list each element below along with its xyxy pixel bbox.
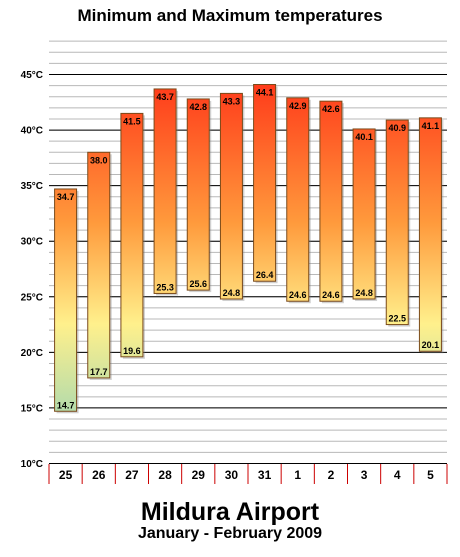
x-tick-label: 28 — [158, 468, 172, 482]
max-value-label: 41.5 — [123, 116, 141, 126]
x-tick-label: 29 — [192, 468, 206, 482]
min-value-label: 25.6 — [189, 279, 207, 289]
temperature-bar-group: 43.7 25.3 — [153, 88, 179, 296]
min-value-label: 24.6 — [322, 290, 340, 300]
temperature-range-bar — [319, 100, 343, 302]
temperature-range-bar — [153, 88, 177, 294]
min-value-label: 26.4 — [256, 270, 274, 280]
max-value-label: 43.7 — [156, 92, 174, 102]
max-value-label: 42.8 — [189, 102, 207, 112]
temperature-bar-group: 42.8 25.6 — [186, 98, 212, 293]
temperature-bar-group: 40.1 24.8 — [352, 128, 378, 302]
temperature-bars: 34.7 14.7 38.0 17.7 41.5 19.6 43.7 25.3 42.8 25.6… — [54, 84, 444, 414]
temperature-bar-group: 42.6 24.6 — [319, 100, 344, 304]
y-tick-label: 25°C — [21, 292, 43, 303]
chart-title: Minimum and Maximum temperatures — [77, 6, 383, 25]
temperature-bar-group: 40.9 22.5 — [385, 119, 411, 327]
min-value-label: 17.7 — [90, 367, 108, 377]
min-value-label: 24.6 — [289, 290, 307, 300]
x-tick-label: 5 — [427, 468, 434, 482]
temperature-bar-group: 44.1 26.4 — [253, 84, 278, 284]
temperature-range-bar — [385, 119, 409, 326]
x-tick-label: 3 — [361, 468, 368, 482]
temperature-range-bar — [54, 188, 78, 412]
max-value-label: 38.0 — [90, 155, 108, 165]
temperature-range-bar — [219, 92, 243, 300]
max-value-label: 43.3 — [223, 96, 241, 106]
temperature-range-bar — [186, 98, 210, 291]
x-tick-label: 31 — [258, 468, 272, 482]
footer-subtitle: January - February 2009 — [137, 525, 323, 542]
major-gridlines — [49, 74, 447, 464]
footer-title: Mildura Airport — [140, 498, 320, 526]
max-value-label: 40.1 — [355, 132, 373, 142]
min-value-label: 22.5 — [388, 314, 406, 324]
temperature-range-bar — [253, 84, 277, 282]
y-tick-label: 15°C — [21, 403, 43, 414]
x-axis: 25 26 27 28 29 30 31 1 2 3 4 5 — [48, 464, 448, 484]
temperature-bar-group: 34.7 14.7 — [54, 188, 79, 414]
max-value-label: 40.9 — [388, 123, 406, 133]
min-value-label: 20.1 — [422, 340, 440, 350]
min-value-label: 24.8 — [355, 288, 373, 298]
y-tick-label: 45°C — [21, 70, 43, 81]
temperature-bar-group: 43.3 24.8 — [219, 92, 245, 302]
temperature-range-bar — [352, 128, 376, 300]
max-value-label: 41.1 — [422, 121, 440, 131]
max-value-label: 34.7 — [57, 192, 75, 202]
temperature-bar-group: 42.9 24.6 — [286, 97, 311, 304]
min-value-label: 14.7 — [57, 400, 75, 410]
x-tick-label: 4 — [394, 468, 401, 482]
y-tick-label: 30°C — [21, 237, 43, 248]
temperature-bar-group: 41.5 19.6 — [120, 112, 145, 359]
x-tick-label: 30 — [225, 468, 239, 482]
y-tick-label: 10°C — [21, 459, 43, 470]
y-axis-tick-labels: 10°C 15°C 20°C 25°C 30°C 35°C 40°C 45°C — [21, 70, 43, 470]
x-tick-label: 25 — [59, 468, 73, 482]
x-tick-label: 26 — [92, 468, 106, 482]
min-value-label: 25.3 — [156, 282, 174, 292]
y-tick-label: 40°C — [21, 126, 43, 137]
temperature-bar-group: 41.1 20.1 — [418, 117, 444, 354]
x-tick-label: 1 — [294, 468, 301, 482]
x-tick-label: 27 — [125, 468, 139, 482]
y-tick-label: 35°C — [21, 181, 43, 192]
max-value-label: 42.9 — [289, 101, 307, 111]
min-value-label: 19.6 — [123, 346, 141, 356]
temperature-range-bar — [87, 151, 111, 379]
max-value-label: 42.6 — [322, 104, 340, 114]
min-value-label: 24.8 — [223, 288, 241, 298]
temperature-range-bar — [286, 97, 310, 302]
temperature-range-bar — [120, 112, 144, 358]
x-tick-label: 2 — [328, 468, 335, 482]
y-tick-label: 20°C — [21, 348, 43, 359]
temperature-bar-group: 38.0 17.7 — [87, 151, 112, 380]
max-value-label: 44.1 — [256, 88, 274, 98]
temperature-range-bar — [418, 117, 442, 352]
